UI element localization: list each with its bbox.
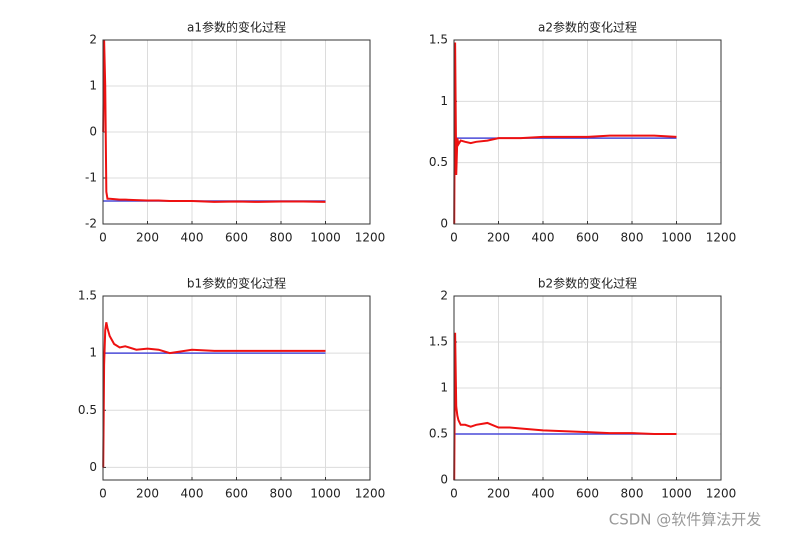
- x-tick-label: 200: [487, 231, 510, 245]
- x-tick-label: 0: [450, 487, 458, 501]
- y-tick-label: 1.5: [429, 33, 448, 47]
- chart-title: b2参数的变化过程: [538, 276, 637, 291]
- y-tick-label: 0.5: [429, 155, 448, 169]
- x-tick-label: 1000: [661, 487, 692, 501]
- series-line: [453, 42, 677, 225]
- x-tick-label: 1200: [706, 231, 737, 245]
- y-tick-label: 0.5: [429, 427, 448, 441]
- series-line: [102, 322, 326, 468]
- x-tick-label: 0: [99, 487, 107, 501]
- x-tick-label: 600: [576, 231, 599, 245]
- x-tick-label: 200: [487, 487, 510, 501]
- x-tick-label: 200: [136, 231, 159, 245]
- y-tick-label: 0: [440, 217, 448, 231]
- x-tick-label: 1200: [355, 487, 386, 501]
- axes-box: [102, 39, 371, 225]
- x-tick-label: 800: [270, 487, 293, 501]
- x-tick-label: 600: [576, 487, 599, 501]
- x-tick-label: 800: [621, 487, 644, 501]
- x-tick-label: 1200: [355, 231, 386, 245]
- axes-box: [453, 39, 722, 225]
- y-tick-label: 0: [440, 473, 448, 487]
- x-tick-label: 600: [225, 231, 248, 245]
- x-tick-label: 800: [621, 231, 644, 245]
- y-tick-label: 1: [440, 381, 448, 395]
- y-tick-label: 1.5: [429, 335, 448, 349]
- x-tick-label: 400: [181, 231, 204, 245]
- y-tick-label: 1: [440, 94, 448, 108]
- x-tick-label: 1000: [661, 231, 692, 245]
- x-tick-label: 200: [136, 487, 159, 501]
- axes-box: [453, 295, 722, 481]
- x-tick-label: 1000: [310, 487, 341, 501]
- x-tick-label: 400: [181, 487, 204, 501]
- y-tick-label: 1: [89, 79, 97, 93]
- y-tick-label: 0: [89, 460, 97, 474]
- axes-box: [102, 295, 371, 481]
- x-tick-label: 0: [99, 231, 107, 245]
- y-tick-label: 1: [89, 346, 97, 360]
- x-tick-label: 1000: [310, 231, 341, 245]
- y-tick-label: 1.5: [78, 289, 97, 303]
- y-tick-label: 0.5: [78, 403, 97, 417]
- chart-title: a1参数的变化过程: [187, 20, 286, 35]
- y-tick-label: -2: [85, 217, 97, 231]
- chart-title: a2参数的变化过程: [538, 20, 637, 35]
- x-tick-label: 400: [532, 231, 555, 245]
- x-tick-label: 1200: [706, 487, 737, 501]
- x-tick-label: 600: [225, 487, 248, 501]
- y-tick-label: 2: [89, 33, 97, 47]
- x-tick-label: 0: [450, 231, 458, 245]
- y-tick-label: 2: [440, 289, 448, 303]
- x-tick-label: 800: [270, 231, 293, 245]
- y-tick-label: 0: [89, 125, 97, 139]
- series-line: [453, 332, 677, 481]
- series-line: [102, 39, 326, 203]
- chart-title: b1参数的变化过程: [187, 276, 286, 291]
- y-tick-label: -1: [85, 171, 97, 185]
- x-tick-label: 400: [532, 487, 555, 501]
- watermark: CSDN @软件算法开发: [609, 511, 762, 529]
